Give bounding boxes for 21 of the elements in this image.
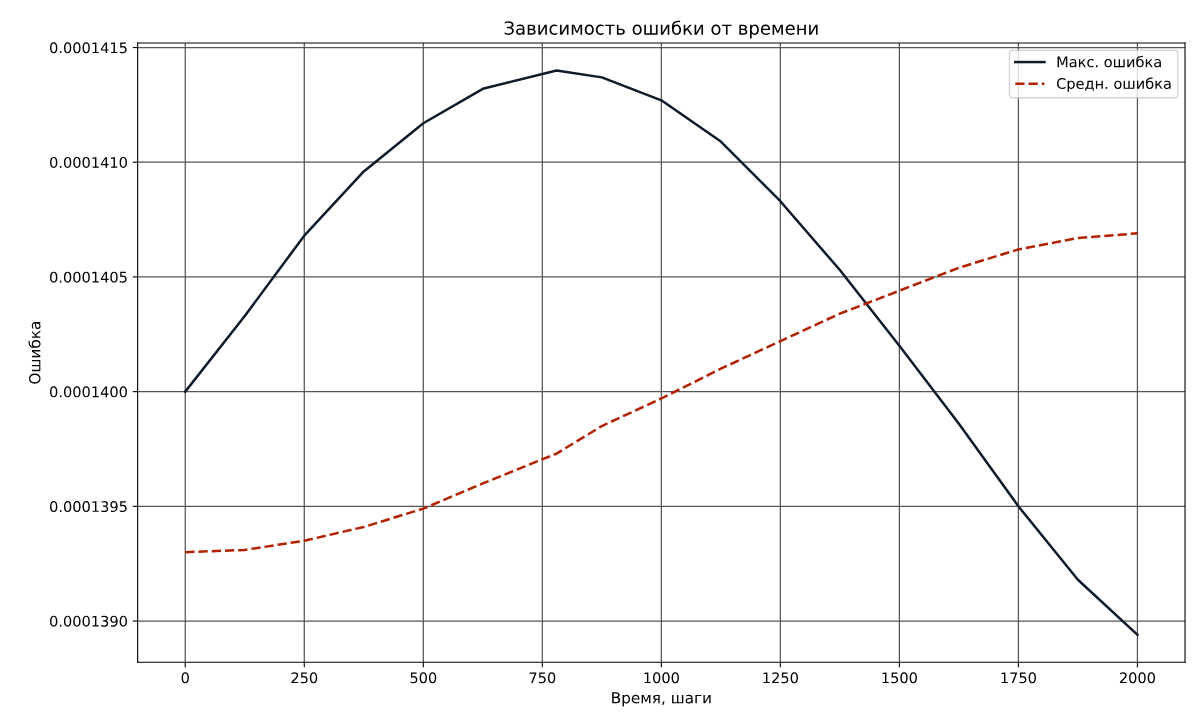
legend-label: Макс. ошибка <box>1057 55 1161 68</box>
y-tick-label: 0.0001400 <box>50 386 127 398</box>
chart-title: Зависимость ошибки от времени <box>504 20 818 39</box>
x-tick-label: 1750 <box>1001 672 1036 684</box>
x-tick-label: 500 <box>410 672 437 684</box>
x-tick-label: 1500 <box>882 672 917 684</box>
y-tick-label: 0.0001405 <box>50 271 127 283</box>
x-tick-label: 0 <box>181 672 189 684</box>
y-axis-title: Ошибка <box>28 322 41 384</box>
y-tick-label: 0.0001395 <box>50 501 127 513</box>
line-series <box>184 232 1139 554</box>
x-tick-label: 250 <box>291 672 318 684</box>
x-axis-title: Время, шаги <box>612 692 711 707</box>
y-tick-label: 0.0001415 <box>50 42 127 54</box>
x-tick-label: 1250 <box>763 672 798 684</box>
x-tick-label: 2000 <box>1119 672 1156 684</box>
y-tick-label: 0.0001390 <box>50 615 127 627</box>
x-tick-label: 1000 <box>644 672 679 684</box>
legend-label: Средн. ошибка <box>1056 77 1171 92</box>
y-tick-label: 0.0001410 <box>50 156 127 168</box>
x-tick-label: 750 <box>529 672 556 684</box>
